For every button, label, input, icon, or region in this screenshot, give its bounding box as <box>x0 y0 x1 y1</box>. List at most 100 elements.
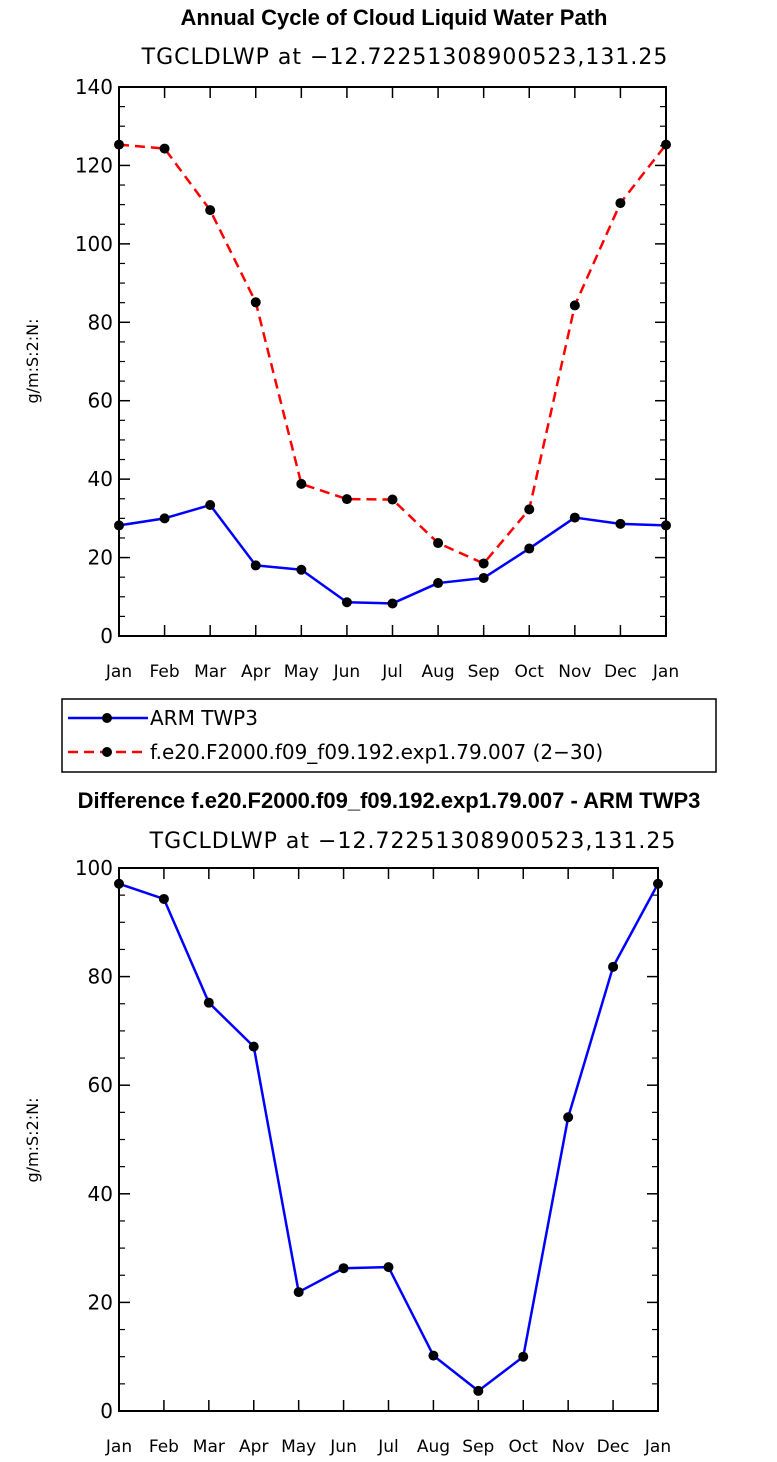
chart-1-xtick-label-nov-10: Nov <box>558 662 591 682</box>
chart-1-point-f-e20-f2000-f09-f09-192-exp1-79-007-2-30-2 <box>205 205 216 216</box>
chart-1-point-arm-twp3-11 <box>615 518 626 529</box>
chart-2-point-difference-3 <box>248 1041 259 1052</box>
chart-2-xtick-label-jul-6: Jul <box>377 1437 399 1457</box>
chart-1-point-arm-twp3-0 <box>114 520 124 531</box>
chart-2-subtitle: TGCLDLWP at −12.72251308900523,131.25 <box>149 829 677 854</box>
chart-1-point-arm-twp3-7 <box>433 578 444 589</box>
chart-1-xtick-label-may-4: May <box>284 662 319 682</box>
chart-1-xtick-label-apr-3: Apr <box>241 662 270 682</box>
chart-2-plot-frame <box>118 867 659 1412</box>
chart-1-point-arm-twp3-3 <box>250 560 261 571</box>
chart-2-ytick-label-60: 60 <box>88 1073 113 1097</box>
chart-2-point-difference-2 <box>203 997 214 1008</box>
chart-2-xtick-label-mar-2: Mar <box>193 1437 225 1457</box>
chart-1-ytick-label-100: 100 <box>75 232 113 256</box>
chart-1-ytick-label-40: 40 <box>88 467 113 491</box>
chart-2-ytick-label-40: 40 <box>88 1182 113 1206</box>
chart-2-title: Difference f.e20.F2000.f09_f09.192.exp1.… <box>78 788 701 813</box>
chart-1: Annual Cycle of Cloud Liquid Water Path … <box>23 5 679 682</box>
chart-1-point-f-e20-f2000-f09-f09-192-exp1-79-007-2-30-9 <box>524 504 535 515</box>
chart-2-series-line-difference <box>118 882 660 1393</box>
chart-1-subtitle: TGCLDLWP at −12.72251308900523,131.25 <box>141 45 669 70</box>
chart-2-series <box>114 878 663 1396</box>
chart-1-series-line-arm-twp3 <box>118 503 667 605</box>
chart-1-title: Annual Cycle of Cloud Liquid Water Path <box>181 5 608 30</box>
chart-2-xtick-label-oct-9: Oct <box>509 1437 539 1457</box>
chart-2-y-axis-label: g/m:S:2:N: <box>23 1098 42 1183</box>
chart-2-ytick-label-100: 100 <box>75 856 113 880</box>
chart-1-ytick-label-0: 0 <box>100 624 113 648</box>
chart-1-xtick-label-feb-1: Feb <box>150 662 180 682</box>
chart-2: Difference f.e20.F2000.f09_f09.192.exp1.… <box>23 788 700 1457</box>
chart-1-point-arm-twp3-2 <box>205 500 216 511</box>
chart-2-point-difference-12 <box>653 878 663 889</box>
legend-swatch-model-marker <box>102 747 112 757</box>
chart-1-xtick-label-aug-7: Aug <box>421 662 454 682</box>
chart-1-xtick-label-jan-12: Jan <box>652 662 679 682</box>
chart-1-point-f-e20-f2000-f09-f09-192-exp1-79-007-2-30-1 <box>159 143 170 154</box>
chart-1-point-arm-twp3-9 <box>524 543 535 554</box>
chart-1-ytick-label-120: 120 <box>75 153 113 177</box>
chart-2-point-difference-9 <box>518 1351 529 1362</box>
chart-1-xtick-label-sep-8: Sep <box>468 662 500 682</box>
legend-label-model: f.e20.F2000.f09_f09.192.exp1.79.007 (2−3… <box>150 740 603 764</box>
chart-1-point-f-e20-f2000-f09-f09-192-exp1-79-007-2-30-10 <box>569 300 580 311</box>
chart-2-xtick-label-jan-0: Jan <box>105 1437 132 1457</box>
chart-1-point-f-e20-f2000-f09-f09-192-exp1-79-007-2-30-5 <box>341 494 352 505</box>
chart-2-xtick-label-jun-5: Jun <box>329 1437 357 1457</box>
chart-1-ytick-label-140: 140 <box>75 75 113 99</box>
chart-1-point-f-e20-f2000-f09-f09-192-exp1-79-007-2-30-7 <box>433 538 444 549</box>
chart-1-point-arm-twp3-10 <box>569 512 580 523</box>
chart-1-point-f-e20-f2000-f09-f09-192-exp1-79-007-2-30-0 <box>114 139 124 150</box>
chart-1-ytick-label-60: 60 <box>88 389 113 413</box>
chart-1-point-arm-twp3-5 <box>341 597 352 608</box>
chart-1-point-arm-twp3-12 <box>661 520 671 531</box>
chart-1-point-arm-twp3-8 <box>478 572 489 583</box>
chart-2-xtick-label-dec-11: Dec <box>597 1437 630 1457</box>
chart-1-xtick-label-jul-6: Jul <box>381 662 403 682</box>
chart-2-xtick-label-may-4: May <box>281 1437 316 1457</box>
chart-2-xtick-label-feb-1: Feb <box>149 1437 179 1457</box>
chart-2-xtick-label-nov-10: Nov <box>552 1437 585 1457</box>
chart-1-point-f-e20-f2000-f09-f09-192-exp1-79-007-2-30-4 <box>296 478 307 489</box>
chart-1-ytick-label-20: 20 <box>88 546 113 570</box>
chart-1-point-f-e20-f2000-f09-f09-192-exp1-79-007-2-30-6 <box>387 494 398 505</box>
chart-1-point-f-e20-f2000-f09-f09-192-exp1-79-007-2-30-11 <box>615 198 626 209</box>
chart-2-xtick-label-jan-12: Jan <box>644 1437 671 1457</box>
chart-1-xtick-label-jun-5: Jun <box>333 662 361 682</box>
chart-2-point-difference-11 <box>608 961 619 972</box>
chart-2-xtick-label-aug-7: Aug <box>417 1437 450 1457</box>
chart-1-ytick-label-80: 80 <box>88 310 113 334</box>
chart-1-xtick-label-dec-11: Dec <box>604 662 637 682</box>
chart-2-point-difference-8 <box>473 1385 484 1396</box>
chart-1-axes: 0 20 40 60 80 100 120 140 Jan Feb Mar Apr May Jun Jul A… <box>75 75 679 682</box>
legend-label-arm-twp3: ARM TWP3 <box>150 706 258 730</box>
chart-2-point-difference-1 <box>158 893 169 904</box>
chart-2-point-difference-5 <box>338 1263 349 1274</box>
chart-1-point-arm-twp3-6 <box>387 598 398 609</box>
chart-1-point-f-e20-f2000-f09-f09-192-exp1-79-007-2-30-8 <box>478 558 489 569</box>
legend: ARM TWP3 f.e20.F2000.f09_f09.192.exp1.79… <box>61 698 717 773</box>
chart-2-point-difference-7 <box>428 1350 439 1361</box>
chart-1-point-arm-twp3-1 <box>159 513 170 524</box>
chart-2-ytick-label-0: 0 <box>100 1399 113 1423</box>
chart-2-ytick-label-80: 80 <box>88 965 113 989</box>
chart-2-point-difference-6 <box>383 1262 394 1273</box>
chart-2-axes: 0 20 40 60 80 100 Jan Feb Mar Apr May Jun Jul Aug Sep O… <box>75 856 671 1457</box>
chart-1-xtick-label-mar-2: Mar <box>194 662 226 682</box>
chart-2-xtick-label-apr-3: Apr <box>239 1437 268 1457</box>
chart-2-ytick-label-20: 20 <box>88 1290 113 1314</box>
chart-2-point-difference-10 <box>563 1112 574 1123</box>
chart-2-point-difference-4 <box>293 1287 304 1298</box>
chart-1-xtick-label-oct-9: Oct <box>515 662 545 682</box>
chart-1-xtick-label-jan-0: Jan <box>105 662 132 682</box>
chart-1-series <box>114 139 671 609</box>
chart-1-plot-frame <box>118 86 667 637</box>
legend-swatch-arm-twp3-marker <box>102 713 112 723</box>
legend-box <box>61 698 717 773</box>
chart-1-point-f-e20-f2000-f09-f09-192-exp1-79-007-2-30-3 <box>250 297 261 308</box>
chart-1-point-f-e20-f2000-f09-f09-192-exp1-79-007-2-30-12 <box>661 139 671 150</box>
chart-1-y-axis-label: g/m:S:2:N: <box>23 319 42 404</box>
chart-1-point-arm-twp3-4 <box>296 564 307 575</box>
